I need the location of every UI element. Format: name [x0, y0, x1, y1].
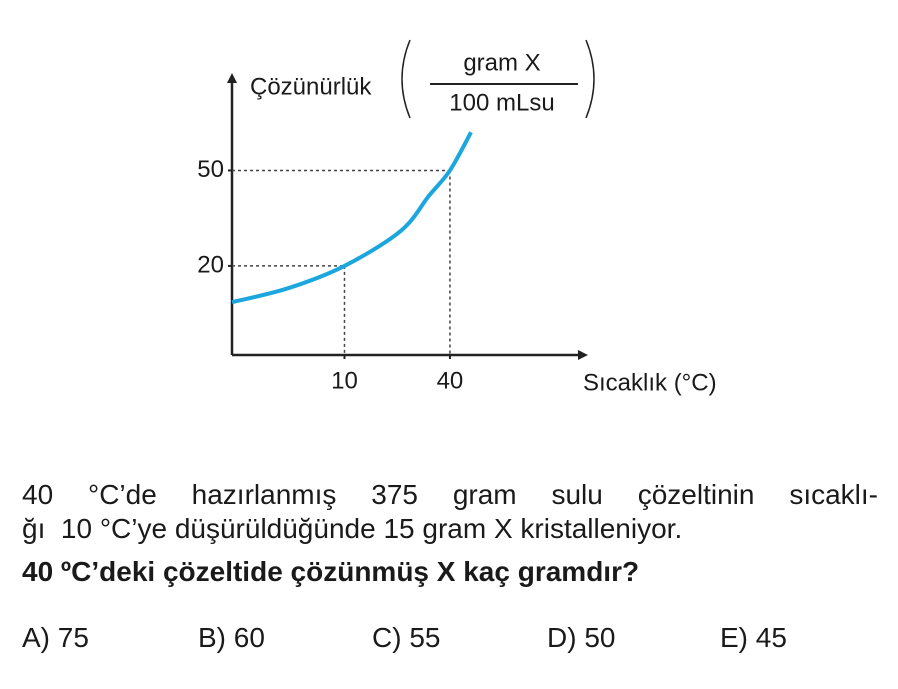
y-unit-numerator: gram X [463, 49, 540, 76]
question-prompt: 40 ºC’deki çözeltide çözünmüş X kaç gram… [22, 556, 640, 587]
y-tick-label: 50 [197, 156, 224, 183]
y-tick-label: 20 [197, 251, 224, 278]
y-axis-label: Çözünürlük [250, 73, 372, 100]
paren-right [585, 39, 595, 119]
option[interactable]: C) 55 [372, 622, 441, 653]
option[interactable]: A) 75 [22, 622, 89, 653]
y-unit-denominator: 100 mLsu [449, 89, 554, 116]
question-line: ğı 10 °C’ye düşürüldüğünde 15 gram X kri… [22, 513, 683, 544]
curve [231, 131, 473, 305]
x-axis-arrow [578, 350, 588, 360]
option[interactable]: D) 50 [547, 622, 616, 653]
option[interactable]: E) 45 [720, 622, 787, 653]
x-tick-label: 10 [331, 367, 358, 394]
paren-left [401, 39, 411, 119]
chart: Çözünürlük gram X 100 mLsu Sıcaklık (°C)… [197, 39, 717, 396]
y-axis-arrow [227, 73, 237, 83]
option[interactable]: B) 60 [198, 622, 265, 653]
x-tick-label: 40 [437, 367, 464, 394]
x-axis-label: Sıcaklık (°C) [583, 369, 717, 396]
question-line: 40 °C’de hazırlanmış 375 gram sulu çözel… [22, 479, 878, 510]
